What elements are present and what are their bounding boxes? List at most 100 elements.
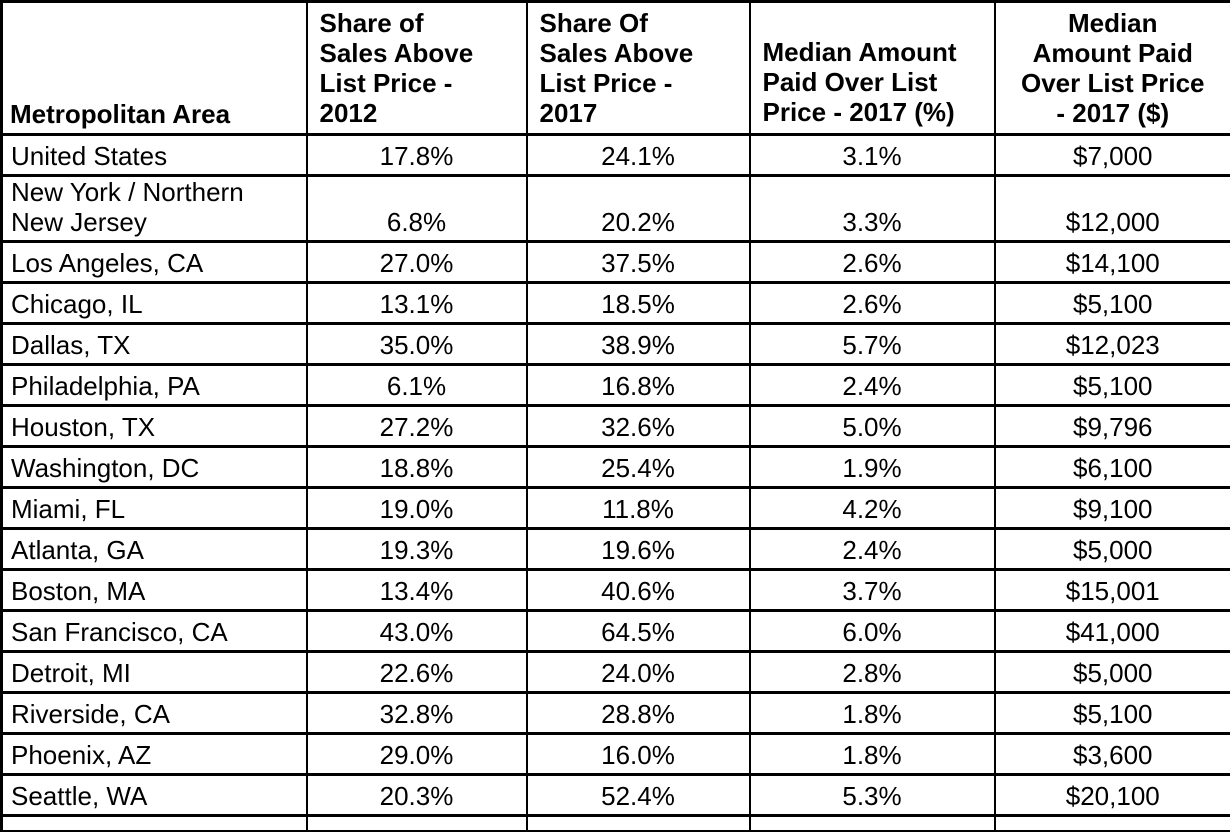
median-pct-cell: 2.6%	[748, 281, 996, 325]
share-2012-cell: 13.1%	[305, 281, 528, 325]
median-pct-cell: 1.8%	[748, 732, 996, 776]
table-header-row: Metropolitan Area Share of Sales Above L…	[0, 0, 1230, 136]
metro-area-cell: Miami, FL	[0, 486, 308, 530]
median-pct-cell: 1.8%	[748, 691, 996, 735]
share-2017-cell: 64.5%	[525, 609, 751, 653]
table-row-boston: Boston, MA 13.4% 40.6% 3.7% $15,001	[0, 568, 1230, 612]
metro-area-cell: Los Angeles, CA	[0, 240, 308, 284]
share-2012-cell: 43.0%	[305, 609, 528, 653]
share-2017-cell: 37.5%	[525, 240, 751, 284]
table-row-partial-clipped	[0, 814, 1230, 832]
table-row-detroit: Detroit, MI 22.6% 24.0% 2.8% $5,000	[0, 650, 1230, 694]
median-usd-cell: $5,000	[993, 650, 1230, 694]
median-usd-cell: $5,100	[993, 281, 1230, 325]
share-2017-cell: 24.0%	[525, 650, 751, 694]
share-2012-cell: 6.8%	[305, 174, 528, 243]
col-header-share-above-list-2017: Share Of Sales Above List Price - 2017	[525, 0, 751, 136]
median-usd-cell: $20,100	[993, 773, 1230, 817]
median-usd-cell: $5,100	[993, 691, 1230, 735]
median-pct-cell	[748, 814, 996, 832]
metro-area-cell: Philadelphia, PA	[0, 363, 308, 407]
median-usd-cell: $14,100	[993, 240, 1230, 284]
table-row-philadelphia: Philadelphia, PA 6.1% 16.8% 2.4% $5,100	[0, 363, 1230, 407]
share-2012-cell: 27.2%	[305, 404, 528, 448]
share-2012-cell: 19.0%	[305, 486, 528, 530]
table-row-seattle: Seattle, WA 20.3% 52.4% 5.3% $20,100	[0, 773, 1230, 817]
median-pct-cell: 3.3%	[748, 174, 996, 243]
median-pct-cell: 5.3%	[748, 773, 996, 817]
share-2017-cell: 16.8%	[525, 363, 751, 407]
table-row-los-angeles: Los Angeles, CA 27.0% 37.5% 2.6% $14,100	[0, 240, 1230, 284]
share-2017-cell: 28.8%	[525, 691, 751, 735]
median-pct-cell: 1.9%	[748, 445, 996, 489]
share-2012-cell: 13.4%	[305, 568, 528, 612]
share-2017-cell	[525, 814, 751, 832]
share-2012-cell: 19.3%	[305, 527, 528, 571]
median-usd-cell: $3,600	[993, 732, 1230, 776]
median-pct-cell: 5.7%	[748, 322, 996, 366]
median-usd-cell: $9,796	[993, 404, 1230, 448]
share-2017-cell: 24.1%	[525, 133, 751, 177]
table-row-phoenix: Phoenix, AZ 29.0% 16.0% 1.8% $3,600	[0, 732, 1230, 776]
table-row-miami: Miami, FL 19.0% 11.8% 4.2% $9,100	[0, 486, 1230, 530]
median-usd-cell: $5,000	[993, 527, 1230, 571]
share-2017-cell: 32.6%	[525, 404, 751, 448]
table-row-san-francisco: San Francisco, CA 43.0% 64.5% 6.0% $41,0…	[0, 609, 1230, 653]
median-usd-cell: $9,100	[993, 486, 1230, 530]
median-pct-cell: 4.2%	[748, 486, 996, 530]
share-2012-cell	[305, 814, 528, 832]
median-usd-cell: $6,100	[993, 445, 1230, 489]
share-2017-cell: 52.4%	[525, 773, 751, 817]
share-2012-cell: 22.6%	[305, 650, 528, 694]
table-row-chicago: Chicago, IL 13.1% 18.5% 2.6% $5,100	[0, 281, 1230, 325]
share-2017-cell: 18.5%	[525, 281, 751, 325]
table-row-dallas: Dallas, TX 35.0% 38.9% 5.7% $12,023	[0, 322, 1230, 366]
median-pct-cell: 3.1%	[748, 133, 996, 177]
share-2012-cell: 6.1%	[305, 363, 528, 407]
share-2012-cell: 17.8%	[305, 133, 528, 177]
metro-area-cell	[0, 814, 308, 832]
metro-area-cell: Phoenix, AZ	[0, 732, 308, 776]
col-header-median-over-list-pct-2017: Median Amount Paid Over List Price - 201…	[748, 0, 996, 136]
share-2017-cell: 20.2%	[525, 174, 751, 243]
median-pct-cell: 6.0%	[748, 609, 996, 653]
share-2017-cell: 11.8%	[525, 486, 751, 530]
metro-area-cell: United States	[0, 133, 308, 177]
share-2017-cell: 38.9%	[525, 322, 751, 366]
col-header-median-over-list-usd-2017: Median Amount Paid Over List Price - 201…	[993, 0, 1230, 136]
median-pct-cell: 2.4%	[748, 527, 996, 571]
col-header-share-above-list-2012: Share of Sales Above List Price - 2012	[305, 0, 528, 136]
table-row-united-states: United States 17.8% 24.1% 3.1% $7,000	[0, 133, 1230, 177]
share-2012-cell: 32.8%	[305, 691, 528, 735]
table-row-houston: Houston, TX 27.2% 32.6% 5.0% $9,796	[0, 404, 1230, 448]
median-usd-cell	[993, 814, 1230, 832]
metro-area-cell: Washington, DC	[0, 445, 308, 489]
median-pct-cell: 2.6%	[748, 240, 996, 284]
median-pct-cell: 3.7%	[748, 568, 996, 612]
metro-area-cell: Boston, MA	[0, 568, 308, 612]
median-usd-cell: $12,000	[993, 174, 1230, 243]
share-2017-cell: 19.6%	[525, 527, 751, 571]
table-row-washington: Washington, DC 18.8% 25.4% 1.9% $6,100	[0, 445, 1230, 489]
share-2012-cell: 20.3%	[305, 773, 528, 817]
share-2017-cell: 16.0%	[525, 732, 751, 776]
metro-area-cell: Chicago, IL	[0, 281, 308, 325]
metro-area-cell: Riverside, CA	[0, 691, 308, 735]
share-2017-cell: 25.4%	[525, 445, 751, 489]
metro-area-cell: New York / Northern New Jersey	[0, 174, 308, 243]
metro-area-cell: Atlanta, GA	[0, 527, 308, 571]
col-header-metropolitan-area: Metropolitan Area	[0, 0, 308, 136]
metro-area-cell: Dallas, TX	[0, 322, 308, 366]
share-2012-cell: 35.0%	[305, 322, 528, 366]
median-usd-cell: $7,000	[993, 133, 1230, 177]
metro-area-cell: Houston, TX	[0, 404, 308, 448]
metro-area-cell: Detroit, MI	[0, 650, 308, 694]
table-row-atlanta: Atlanta, GA 19.3% 19.6% 2.4% $5,000	[0, 527, 1230, 571]
share-2012-cell: 29.0%	[305, 732, 528, 776]
share-2012-cell: 27.0%	[305, 240, 528, 284]
median-usd-cell: $15,001	[993, 568, 1230, 612]
metro-area-cell: San Francisco, CA	[0, 609, 308, 653]
table-row-new-york: New York / Northern New Jersey 6.8% 20.2…	[0, 174, 1230, 243]
share-2012-cell: 18.8%	[305, 445, 528, 489]
